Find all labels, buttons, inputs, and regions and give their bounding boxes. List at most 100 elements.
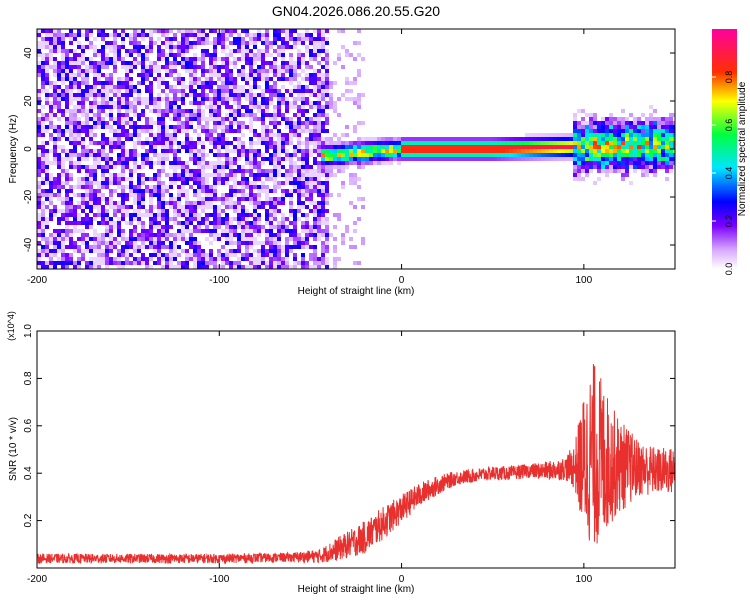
heatmap-cell (329, 169, 333, 173)
heatmap-cell (193, 33, 197, 37)
heatmap-cell (565, 157, 569, 161)
heatmap-cell (109, 257, 113, 261)
heatmap-cell (97, 201, 101, 205)
heatmap-cell (265, 241, 269, 245)
heatmap-cell (673, 133, 675, 137)
heatmap-cell (265, 73, 269, 77)
heatmap-cell (97, 261, 101, 265)
heatmap-cell (325, 49, 329, 53)
heatmap-cell (53, 101, 57, 105)
heatmap-cell (65, 225, 69, 229)
heatmap-cell (117, 233, 121, 237)
heatmap-cell (457, 137, 461, 141)
heatmap-cell (269, 221, 273, 225)
heatmap-cell (129, 125, 133, 129)
heatmap-cell (205, 121, 209, 125)
heatmap-cell (553, 157, 557, 161)
heatmap-cell (245, 157, 249, 161)
heatmap-cell (205, 229, 209, 233)
heatmap-cell (45, 169, 49, 173)
heatmap-cell (113, 29, 117, 33)
heatmap-cell (217, 213, 221, 217)
heatmap-cell (57, 173, 61, 177)
heatmap-cell (217, 77, 221, 81)
heatmap-cell (269, 121, 273, 125)
heatmap-cell (513, 141, 517, 145)
heatmap-cell (673, 153, 675, 157)
heatmap-cell (565, 153, 569, 157)
heatmap-cell (105, 197, 109, 201)
heatmap-cell (273, 61, 277, 65)
heatmap-cell (421, 141, 425, 145)
heatmap-cell (645, 157, 649, 161)
heatmap-cell (113, 93, 117, 97)
heatmap-cell (105, 41, 109, 45)
heatmap-cell (65, 33, 69, 37)
heatmap-cell (45, 241, 49, 245)
heatmap-cell (61, 257, 65, 261)
heatmap-cell (205, 69, 209, 73)
heatmap-cell (105, 141, 109, 145)
heatmap-cell (85, 221, 89, 225)
heatmap-cell (581, 133, 585, 137)
heatmap-cell (85, 121, 89, 125)
heatmap-cell (73, 141, 77, 145)
heatmap-cell (309, 209, 313, 213)
heatmap-cell (373, 157, 377, 161)
heatmap-cell (225, 193, 229, 197)
heatmap-cell (241, 209, 245, 213)
heatmap-cell (49, 109, 53, 113)
heatmap-cell (329, 173, 333, 177)
heatmap-cell (433, 141, 437, 145)
heatmap-cell (409, 157, 413, 161)
heatmap-cell (189, 61, 193, 65)
heatmap-cell (57, 33, 61, 37)
heatmap-cell (541, 137, 545, 141)
heatmap-cell (77, 249, 81, 253)
heatmap-cell (73, 205, 77, 209)
heatmap-cell (229, 129, 233, 133)
heatmap-cell (85, 189, 89, 193)
heatmap-cell (85, 177, 89, 181)
heatmap-cell (597, 129, 601, 133)
heatmap-cell (85, 241, 89, 245)
heatmap-cell (249, 193, 253, 197)
heatmap-cell (585, 133, 589, 137)
heatmap-cell (137, 81, 141, 85)
heatmap-cell (241, 205, 245, 209)
heatmap-cells (37, 29, 675, 269)
heatmap-cell (113, 69, 117, 73)
heatmap-cell (53, 37, 57, 41)
heatmap-cell (621, 137, 625, 141)
heatmap-cell (353, 261, 357, 265)
heatmap-cell (113, 241, 117, 245)
heatmap-cell (337, 145, 341, 149)
heatmap-cell (245, 113, 249, 117)
heatmap-cell (537, 141, 541, 145)
heatmap-cell (221, 81, 225, 85)
heatmap-cell (69, 229, 73, 233)
heatmap-cell (89, 261, 93, 265)
heatmap-cell (105, 165, 109, 169)
heatmap-cell (221, 77, 225, 81)
heatmap-cell (113, 181, 117, 185)
heatmap-cell (337, 29, 341, 33)
heatmap-cell (149, 101, 153, 105)
heatmap-cell (209, 89, 213, 93)
heatmap-cell (269, 261, 273, 265)
heatmap-cell (165, 201, 169, 205)
heatmap-cell (57, 221, 61, 225)
heatmap-cell (581, 121, 585, 125)
heatmap-cell (185, 149, 189, 153)
heatmap-cell (353, 125, 357, 129)
heatmap-cell (129, 81, 133, 85)
heatmap-cell (129, 213, 133, 217)
heatmap-cell (213, 161, 217, 165)
heatmap-cell (257, 93, 261, 97)
heatmap-cell (41, 249, 45, 253)
heatmap-cell (73, 185, 77, 189)
heatmap-cell (205, 153, 209, 157)
heatmap-cell (617, 141, 621, 145)
heatmap-cell (157, 45, 161, 49)
heatmap-cell (185, 65, 189, 69)
